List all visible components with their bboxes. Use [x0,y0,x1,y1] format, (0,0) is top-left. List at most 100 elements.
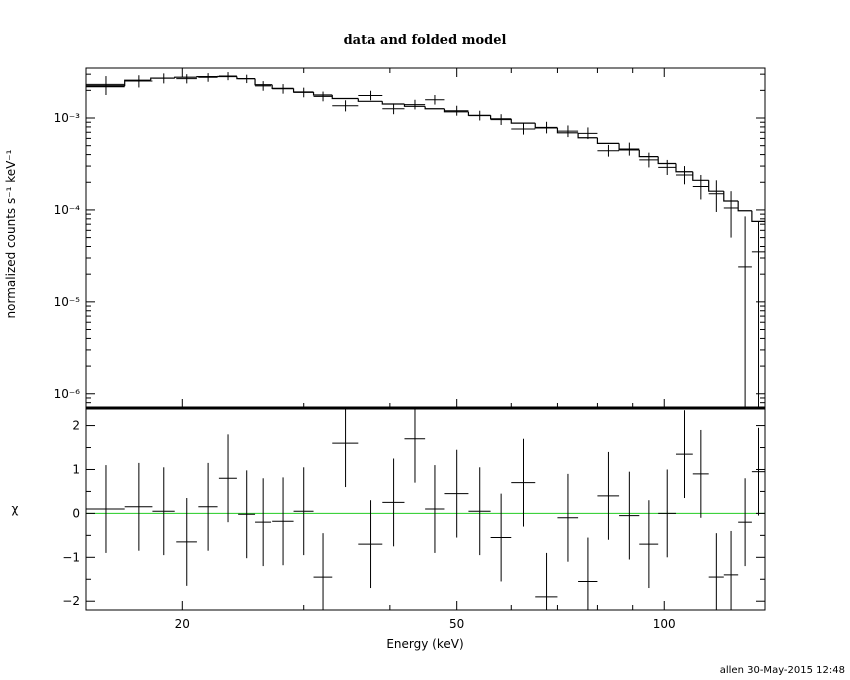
spectrum-point-4 [198,73,218,82]
residual-point-9 [293,467,314,556]
model-step-16 [443,108,469,113]
spectrum-point-10 [313,91,333,102]
residual-data-points [86,408,765,610]
model-step-21 [556,127,579,134]
residual-point-18 [490,493,512,582]
spectrum-point-18 [490,114,512,125]
residual-point-27 [675,410,693,499]
residual-point-22 [578,537,598,610]
model-step-20 [534,123,558,129]
model-step-4 [196,76,218,78]
spectrum-point-30 [723,191,739,238]
residual-point-6 [238,470,256,559]
chart-title: data and folded model [344,33,507,48]
spectrum-point-1 [124,75,153,88]
model-step-11 [331,94,359,100]
spectrum-ytick-label-3: 10⁻⁶ [54,387,81,401]
model-step-22 [577,132,598,139]
spectrum-point-27 [675,166,693,185]
residual-ytick-label-3: −1 [62,550,80,564]
spectrum-point-23 [597,144,620,157]
x-tick-label-1: 50 [449,617,464,631]
spectrum-point-15 [425,94,445,105]
residual-point-29 [708,533,724,610]
spectrum-point-8 [272,84,294,94]
spectrum-point-31 [738,216,752,408]
spectrum-data-points [86,72,765,408]
residual-point-4 [198,462,218,551]
spectrum-panel: 10⁻³ 10⁻⁴ 10⁻⁵ 10⁻⁶ [54,67,766,409]
residual-panel: 20 50 100 2 1 0 −1 −2 [62,407,766,631]
residual-point-14 [404,408,426,483]
residual-point-17 [468,467,491,556]
residual-point-11 [332,408,359,488]
residual-ytick-label-4: −2 [62,594,80,608]
spectrum-point-3 [176,74,197,84]
residual-point-26 [658,469,676,558]
residual-ytick-label-2: 0 [72,506,80,520]
spectrum-point-24 [619,142,640,156]
spectrum-y-axis-label: normalized counts s⁻¹ keV⁻¹ [4,149,18,318]
model-step-25 [638,149,659,158]
model-step-23 [596,137,620,144]
spectrum-point-11 [332,100,359,112]
model-step-19 [510,118,536,124]
residual-point-5 [218,434,237,523]
residual-point-7 [255,478,272,567]
model-step-7 [254,78,273,86]
residual-ytick-label-1: 1 [72,462,80,476]
model-step-13 [381,101,405,105]
residual-point-13 [382,458,405,547]
residual-point-12 [358,500,383,589]
residual-point-16 [444,449,469,538]
residual-point-24 [619,471,640,560]
x-tick-label-0: 20 [175,617,190,631]
spectrum-point-16 [444,105,469,116]
spectrum-point-32 [751,221,765,408]
spectrum-ytick-label-2: 10⁻⁵ [54,295,81,309]
spectrum-point-29 [708,180,724,212]
model-step-32 [751,210,765,223]
folded-model-histogram [86,75,765,223]
model-step-27 [675,163,693,173]
residual-point-32 [751,427,765,516]
spectrum-point-12 [358,90,383,101]
model-step-26 [657,156,676,165]
spectrum-point-9 [293,87,314,98]
residual-point-0 [86,465,125,553]
spectrum-point-19 [511,123,536,135]
spectrum-ytick-label-0: 10⁻³ [54,111,81,125]
spectrum-point-2 [152,73,175,84]
model-step-29 [708,180,724,192]
residual-point-20 [535,552,558,610]
residual-point-1 [124,462,153,551]
spectrum-axis-ticks: 10⁻³ 10⁻⁴ 10⁻⁵ 10⁻⁶ [54,68,765,409]
residual-axis-ticks: 20 50 100 2 1 0 −1 −2 [62,419,765,631]
x-tick-label-2: 100 [653,617,676,631]
spectrum-panel-frame [85,67,766,409]
spectrum-point-26 [658,159,676,175]
footer-timestamp: allen 30-May-2015 12:48 [720,665,845,676]
spectrum-point-0 [86,76,125,95]
residual-ytick-label-0: 2 [72,419,80,433]
model-step-31 [737,201,752,212]
spectrum-point-22 [578,127,598,140]
model-step-12 [357,98,383,102]
model-step-18 [490,115,512,120]
spectrum-point-20 [535,121,558,134]
residual-point-21 [557,473,579,562]
spectrum-point-28 [692,174,709,200]
spectrum-point-25 [639,152,659,168]
residual-point-15 [425,465,445,553]
residual-point-3 [176,498,197,586]
residual-point-28 [692,429,709,518]
spectrum-point-7 [255,81,272,91]
model-step-15 [424,106,445,110]
spectrum-point-5 [218,72,237,81]
residual-point-30 [723,530,739,610]
spectrum-point-14 [404,99,426,110]
x-axis-label: Energy (keV) [386,637,463,651]
residual-point-25 [639,500,659,589]
model-step-10 [312,91,333,96]
